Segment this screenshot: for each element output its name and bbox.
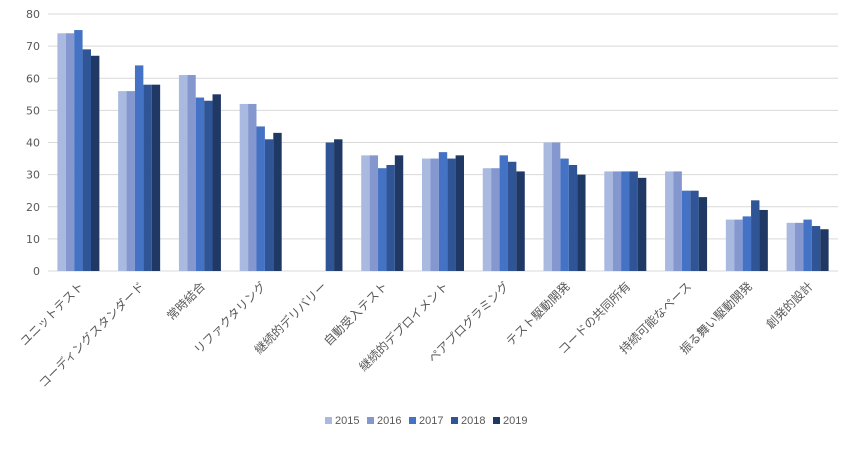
bar-2017-12 [803,219,812,271]
bar-2018-4 [325,142,335,271]
bar-2019-8 [577,174,586,271]
y-tick-label: 60 [26,72,40,85]
y-tick-label: 20 [26,201,40,214]
legend-item-2019: 2019 [493,415,527,427]
bar-2019-6 [455,155,464,271]
bar-2017-2 [195,97,205,272]
bar-2019-2 [212,94,221,271]
legend-label: 2016 [377,415,401,427]
bar-2015-5 [361,155,370,271]
category-label: テスト駆動開発 [503,279,572,348]
bar-2018-7 [507,161,517,271]
bar-2019-9 [637,177,647,271]
y-axis-ticks: 0 10 20 30 40 50 60 70 80 [26,8,40,278]
legend-swatch [409,417,416,424]
bar-2015-1 [118,91,127,271]
bar-2016-1 [126,91,135,271]
category-label: 自動受入テスト [321,279,390,348]
legend-label: 2015 [335,415,359,427]
bar-2015-11 [725,219,735,271]
bar-2017-5 [378,168,387,271]
bar-2017-3 [256,126,265,271]
bar-2018-2 [204,100,213,271]
legend-swatch [325,417,332,424]
bar-2016-0 [65,33,75,272]
bar-2018-9 [629,171,638,271]
bar-2019-5 [394,155,404,271]
bar-2015-3 [239,103,249,271]
bar-2019-11 [759,209,768,271]
legend-item-2018: 2018 [451,415,485,427]
legend-swatch [451,417,458,424]
bar-2016-3 [248,103,257,271]
bar-2018-5 [386,164,395,271]
bar-2016-7 [491,168,500,271]
y-tick-label: 40 [26,137,40,150]
bar-2015-7 [482,168,492,271]
bar-2017-7 [499,155,508,271]
legend-label: 2019 [503,415,527,427]
bar-2017-9 [621,171,630,271]
legend-label: 2017 [419,415,443,427]
category-label: ユニットテスト [17,279,86,348]
bar-2017-6 [438,152,448,271]
legend-item-2016: 2016 [367,415,401,427]
legend-swatch [367,417,374,424]
y-tick-label: 10 [26,233,40,246]
y-tick-label: 80 [26,8,40,21]
legend-label: 2018 [461,415,485,427]
y-tick-label: 30 [26,169,40,182]
bar-2019-0 [90,55,100,272]
bar-2015-8 [543,142,552,271]
bar-2019-7 [516,171,525,271]
bar-2015-9 [604,171,613,271]
bar-2018-8 [568,164,578,271]
bar-2016-9 [612,171,622,271]
bar-2015-12 [786,222,796,271]
bar-2018-0 [82,49,91,272]
bars [57,30,829,272]
bar-2015-2 [178,75,188,271]
y-tick-label: 70 [26,40,40,53]
bar-2016-2 [187,75,196,271]
y-tick-label: 50 [26,104,40,117]
bar-2019-4 [334,139,343,271]
bar-2015-0 [57,33,66,272]
bar-2018-12 [811,226,821,271]
bar-2016-11 [734,219,743,271]
bar-2018-11 [751,200,760,271]
bar-2019-12 [820,229,829,271]
bar-2016-12 [795,222,804,271]
bar-2015-10 [665,171,674,271]
bar-2016-8 [551,142,561,271]
bar-2018-10 [690,190,699,271]
bar-2017-1 [134,65,144,272]
bar-2017-10 [681,190,691,271]
bar-2017-0 [74,30,83,271]
category-label: コーディングスタンダード [35,279,147,391]
legend: 2015 2016 2017 2018 2019 [325,415,527,427]
category-label: 常時結合 [163,279,208,324]
bar-2016-5 [369,155,379,271]
bar-2017-8 [560,158,569,271]
legend-item-2015: 2015 [325,415,359,427]
bar-2015-6 [422,158,431,271]
bar-2019-1 [151,84,161,271]
bar-2017-11 [742,216,752,271]
y-tick-label: 0 [33,265,40,278]
category-label: 創発的設計 [763,279,816,332]
bar-2016-6 [430,158,439,271]
bar-2019-10 [698,197,708,271]
legend-swatch [493,417,500,424]
bar-2018-3 [264,139,274,271]
legend-item-2017: 2017 [409,415,443,427]
bar-2018-1 [143,84,152,271]
bar-2018-6 [447,158,456,271]
bar-2016-10 [673,171,682,271]
bar-2019-3 [273,132,282,271]
